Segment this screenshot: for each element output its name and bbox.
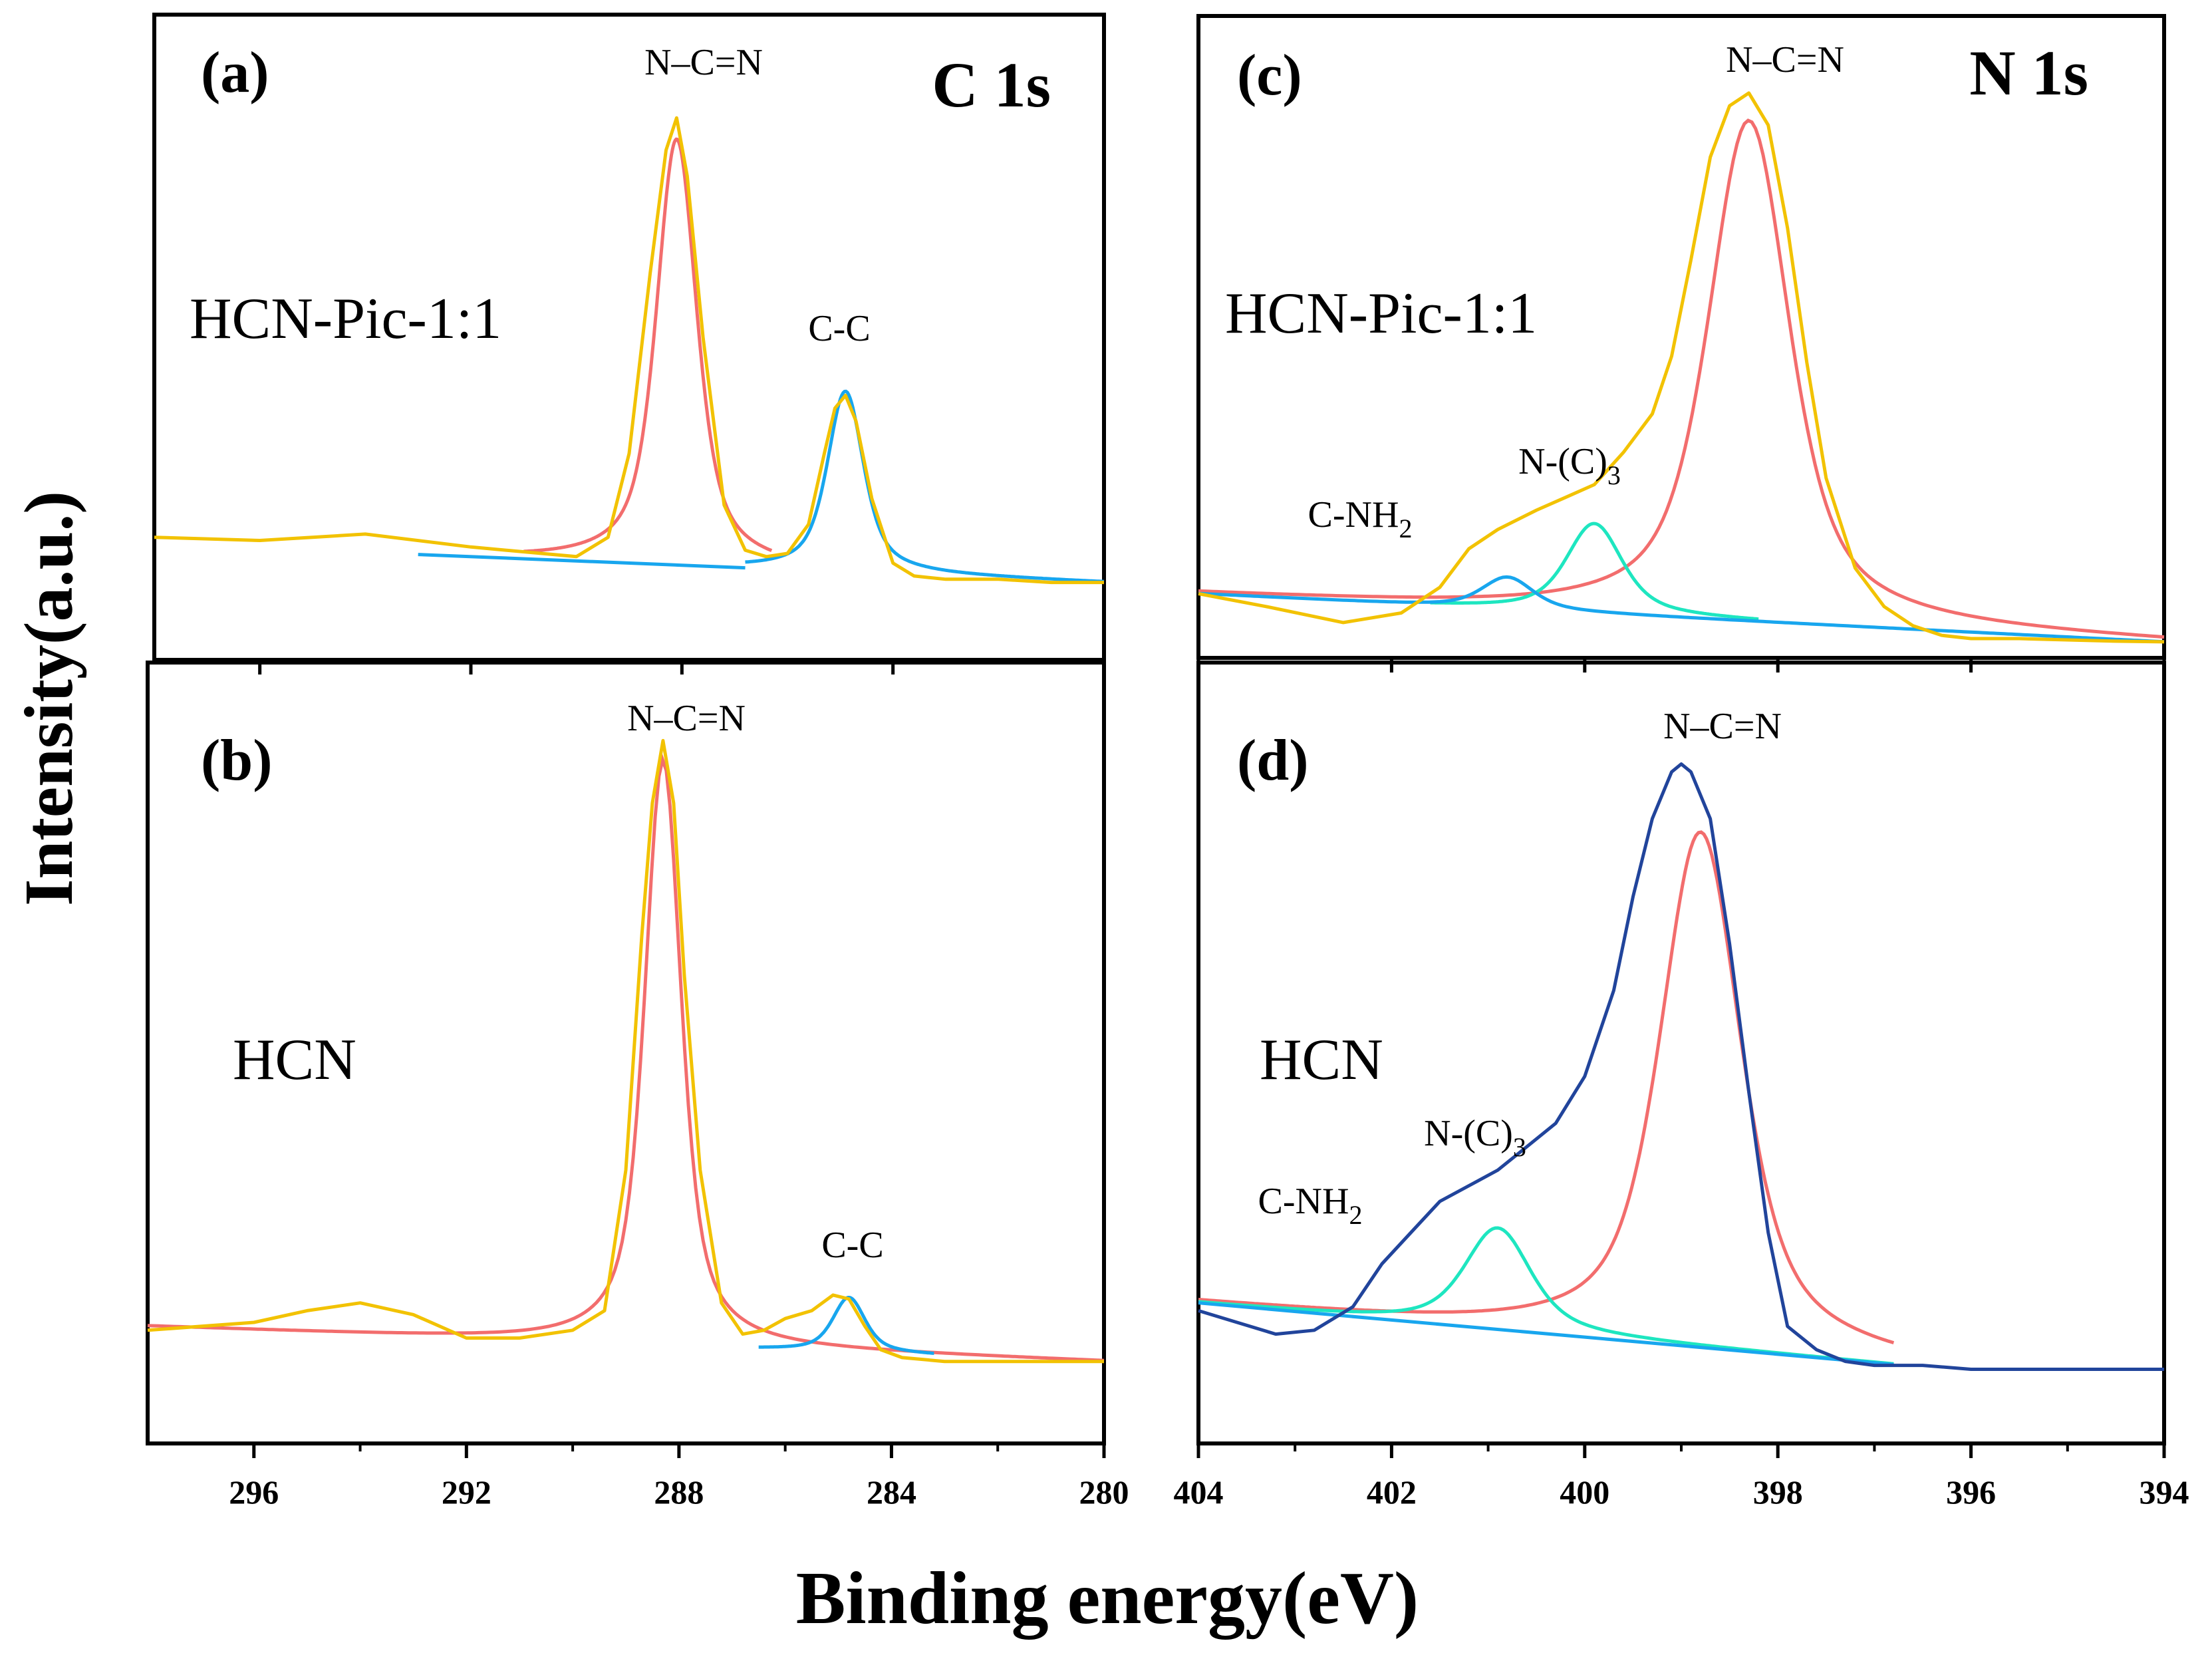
panels: (a) C 1s HCN-Pic-1:1 N–C=N C-C 296 292 288 284 28… [146,13,2189,1511]
fit-curve-n-c-3-fit [1430,522,1759,621]
x-tick-label: 296 [229,1473,279,1511]
plot-frame [146,661,1106,1445]
sample-label: HCN [233,1028,356,1092]
panel-c: (c) N 1s HCN-Pic-1:1 N–C=N N-(C)3 C-NH2 [1196,14,2166,673]
peak-label: N–C=N [644,42,763,83]
fit-curve-background [418,553,746,570]
peak-label: C-C [808,308,870,349]
fit-curve-n-c-3-fit [1198,1226,1894,1366]
peak-label: C-NH2 [1258,1181,1363,1230]
panel-label: (c) [1237,43,1302,108]
sample-label: HCN [1260,1028,1383,1092]
spectrum-label: C 1s [932,49,1051,120]
x-tick-label: 404 [1174,1473,1224,1511]
x-tick-label: 292 [442,1473,491,1511]
panel-label: (b) [201,728,273,793]
y-axis-label: Intensity(a.u.) [11,491,87,906]
fit-curve-background [1198,1301,1894,1366]
peak-label: N–C=N [1726,39,1844,80]
fit-curve-n-c-n-fit [523,137,773,553]
peak-label: N-(C)3 [1518,441,1621,490]
x-tick-label: 288 [654,1473,704,1511]
x-axis-label: Binding energy(eV) [796,1557,1419,1640]
raw-spectrum-line [154,116,1104,585]
x-tick-label: 280 [1079,1473,1129,1511]
peak-label: N-(C)3 [1424,1113,1526,1162]
x-tick-label: 398 [1753,1473,1803,1511]
peak-label: C-NH2 [1308,494,1413,543]
peak-label: N–C=N [627,698,746,739]
fit-curve-n-c-n-fit [147,753,1105,1362]
fit-curve-c-nh2-fit [1198,575,2165,644]
raw-spectrum-line [1198,762,2164,1371]
x-tick-label: 284 [867,1473,916,1511]
plot-frame [152,13,1106,662]
fit-curve-n-c-n-fit [1198,118,2165,639]
x-tick-label: 396 [1946,1473,1996,1511]
raw-spectrum-line [1198,91,2165,644]
raw-spectrum-line [147,738,1104,1364]
panel-a: (a) C 1s HCN-Pic-1:1 N–C=N C-C [152,13,1106,675]
panel-d: 404 402 400 398 396 394 (d) HCN N–C=N N-(C)3 C-NH2 [1174,661,2189,1511]
panel-b: 296 292 288 284 280 (b) HCN N–C=N C-C [146,661,1129,1511]
fit-curve-n-c-n-fit [1198,830,1895,1344]
panel-label: (d) [1237,728,1309,793]
fit-curve-c-c-fit [745,389,1105,583]
peak-label: C-C [821,1225,883,1266]
spectrum-label: N 1s [1969,37,2088,108]
plot-frame [1196,14,2166,660]
x-tick-label: 402 [1367,1473,1417,1511]
x-tick-label: 394 [2140,1473,2189,1511]
sample-label: HCN-Pic-1:1 [190,287,501,351]
x-tick-label: 400 [1560,1473,1609,1511]
peak-label: N–C=N [1663,706,1782,747]
sample-label: HCN-Pic-1:1 [1225,281,1537,346]
panel-label: (a) [201,41,269,105]
